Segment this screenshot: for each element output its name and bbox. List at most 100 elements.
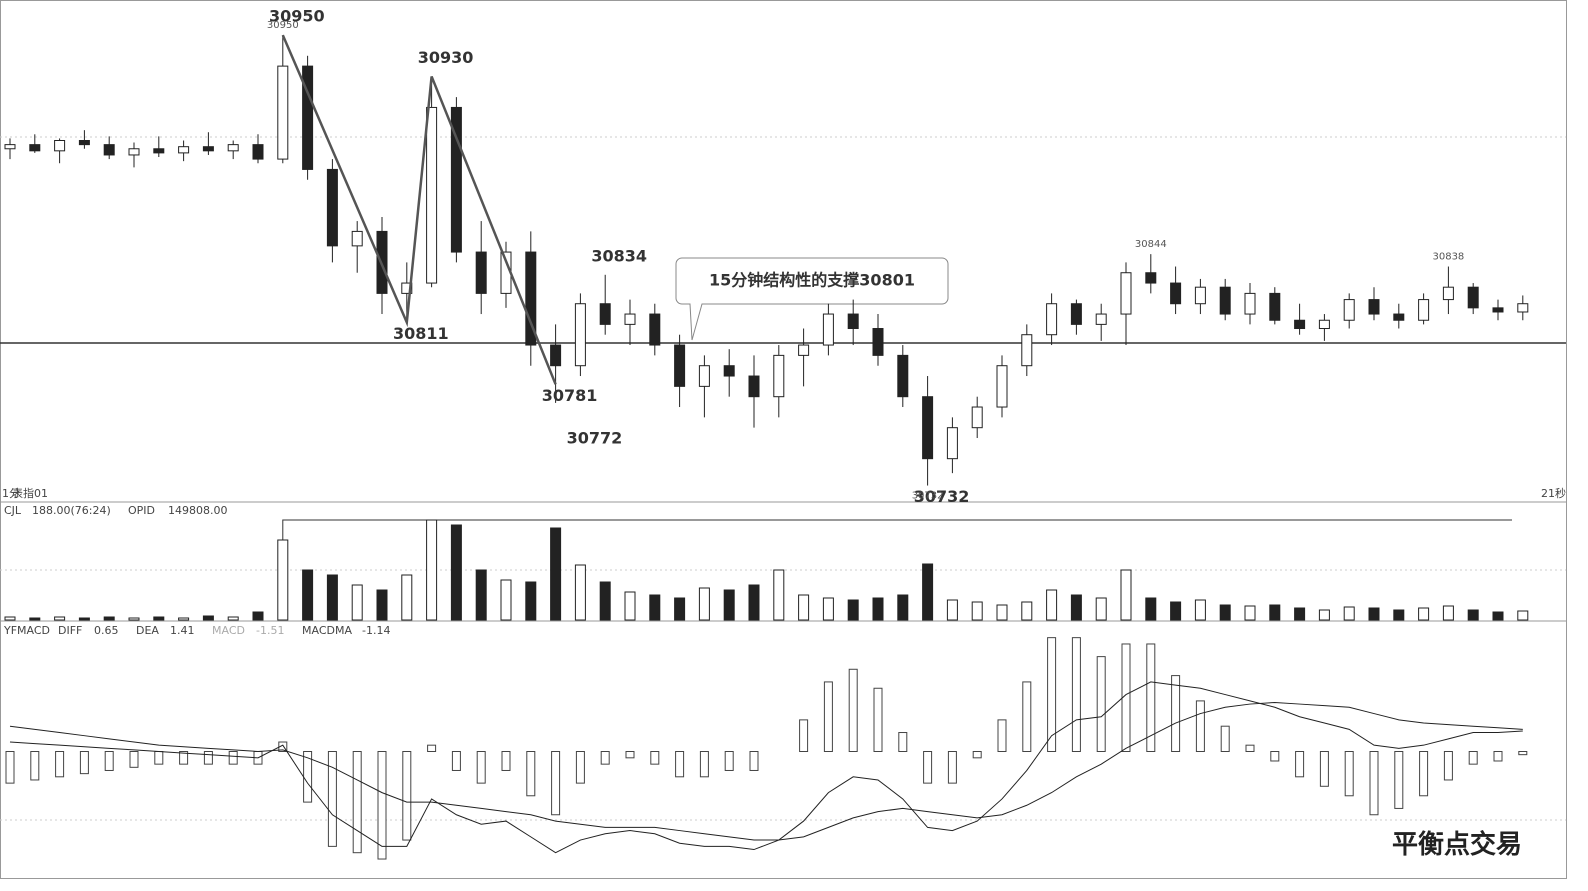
volume-bar: [1021, 601, 1033, 621]
candle-body: [1393, 313, 1405, 321]
candle-body: [698, 365, 710, 387]
macd-bar: [501, 751, 511, 771]
volume-bar: [1244, 605, 1256, 621]
candle-body: [773, 354, 785, 398]
volume-bar: [599, 581, 611, 621]
candle-body: [401, 282, 413, 294]
candle-body: [1269, 292, 1281, 321]
extreme-marker: 30844: [1135, 239, 1167, 250]
volume-bar: [1269, 604, 1281, 621]
macd-bar: [551, 751, 561, 816]
volume-bar: [1070, 594, 1082, 621]
volume-bar: [550, 527, 562, 621]
macd-bar: [79, 751, 89, 775]
macd-bar: [1419, 751, 1429, 797]
macd-bar: [104, 751, 114, 771]
candle-body: [971, 406, 983, 429]
macd-bar: [1394, 751, 1404, 809]
volume-bar: [574, 564, 586, 621]
volume-bar: [1517, 610, 1529, 621]
volume-bar: [475, 569, 487, 621]
volume-bar: [1145, 597, 1157, 621]
volume-bar: [103, 616, 115, 621]
macd-header: DEA: [136, 624, 159, 637]
candle-body: [1492, 307, 1504, 313]
candle-body: [723, 365, 735, 377]
macd-bar: [650, 751, 660, 765]
candle-body: [128, 148, 140, 156]
volume-bar: [426, 519, 438, 621]
candle-body: [1467, 286, 1479, 309]
macd-bar: [923, 751, 933, 784]
macd-bar: [625, 751, 635, 759]
volume-bar: [872, 597, 884, 621]
peak-label: 30811: [393, 324, 449, 343]
macd-bar: [1047, 637, 1057, 753]
peak-label: 30930: [418, 48, 474, 67]
volume-bar: [1294, 607, 1306, 621]
macd-bar: [1022, 681, 1032, 752]
extreme-marker: 30732: [912, 491, 944, 502]
volume-bar: [450, 524, 462, 621]
macd-header: -1.51: [256, 624, 284, 637]
macd-bar: [972, 751, 982, 759]
macd-bar: [1369, 751, 1379, 816]
volume-bar: [1095, 597, 1107, 621]
candle-body: [1368, 299, 1380, 315]
peak-label: 30732: [914, 487, 970, 506]
volume-bar: [1442, 605, 1454, 621]
candle-body: [426, 106, 438, 284]
candle-body: [1021, 334, 1033, 367]
macd-bar: [154, 751, 164, 765]
volume-bar: [54, 616, 66, 621]
macd-bar: [600, 751, 610, 765]
macd-bar: [451, 751, 461, 771]
volume-bar: [153, 616, 165, 621]
candle-body: [103, 144, 115, 156]
volume-bar: [351, 584, 363, 621]
volume-bar: [78, 617, 90, 621]
volume-bar: [178, 617, 190, 621]
macd-header: DIFF: [58, 624, 82, 637]
volume-bar: [1219, 604, 1231, 621]
macd-bar: [203, 751, 213, 765]
volume-bar: [624, 591, 636, 621]
macd-bar: [5, 751, 15, 784]
candle-body: [897, 354, 909, 398]
macd-bar: [749, 751, 759, 771]
candle-body: [351, 230, 363, 247]
candle-body: [252, 144, 264, 160]
volume-bar: [29, 617, 41, 621]
candle-body: [1244, 292, 1256, 315]
volume-bar: [326, 574, 338, 621]
candle-body: [996, 365, 1008, 408]
macd-bar: [848, 668, 858, 753]
volume-bar: [1393, 609, 1405, 621]
macd-diff-line: [9, 681, 1523, 854]
volume-bar: [128, 617, 140, 621]
macd-bar: [799, 719, 809, 752]
volume-bar: [996, 604, 1008, 621]
volume-bar: [1046, 589, 1058, 621]
candle-body: [1219, 286, 1231, 315]
macd-bar: [997, 719, 1007, 752]
volume-bar: [227, 616, 239, 621]
macd-bar: [55, 751, 65, 778]
volume-header: 149808.00: [168, 504, 228, 517]
candle-body: [1070, 303, 1082, 325]
peak-label: 30781: [542, 386, 598, 405]
time-label: 21秒: [1541, 486, 1566, 500]
volume-bar: [1170, 601, 1182, 621]
macd-header: -1.14: [362, 624, 390, 637]
volume-bar: [500, 579, 512, 621]
macd-bar: [1295, 751, 1305, 778]
candle-body: [29, 144, 41, 152]
macd-bar: [228, 751, 238, 765]
volume-bar: [376, 589, 388, 621]
candle-body: [1120, 272, 1132, 315]
macd-header: MACD: [212, 624, 245, 637]
candle-body: [525, 251, 537, 346]
macd-bar: [1319, 751, 1329, 787]
volume-bar: [1318, 609, 1330, 621]
